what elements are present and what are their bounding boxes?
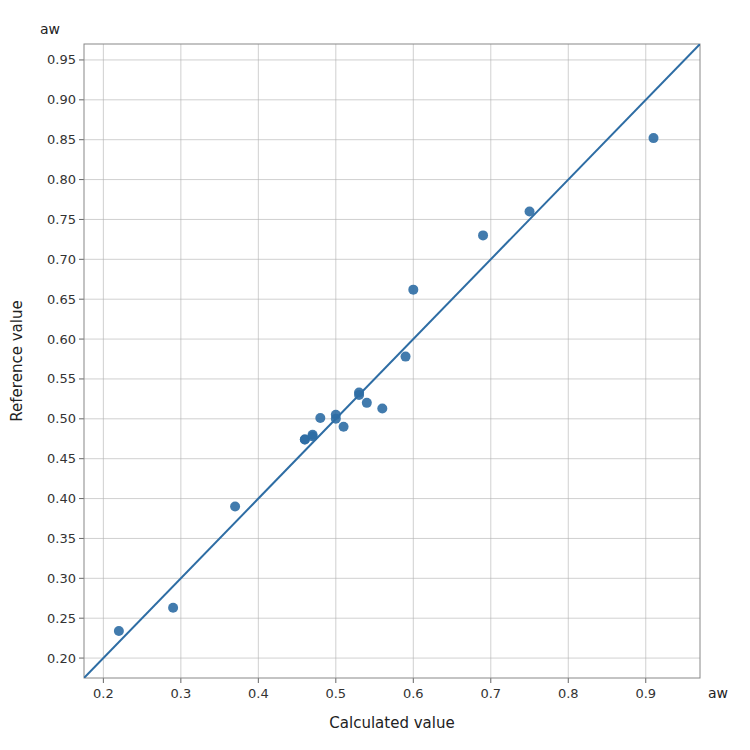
x-unit-annotation: aw xyxy=(708,685,728,701)
grid-line-y xyxy=(84,339,700,340)
tick-x xyxy=(413,678,414,683)
tick-y xyxy=(79,299,84,300)
tick-label-x: 0.9 xyxy=(635,686,656,701)
tick-y xyxy=(79,418,84,419)
tick-label-y: 0.75 xyxy=(47,212,76,227)
scatter-point xyxy=(168,603,178,613)
tick-label-x: 0.2 xyxy=(93,686,114,701)
grid xyxy=(84,44,700,678)
scatter-point xyxy=(525,206,535,216)
tick-label-x: 0.6 xyxy=(403,686,424,701)
tick-label-y: 0.90 xyxy=(47,92,76,107)
scatter-point xyxy=(331,410,341,420)
y-axis-label: Reference value xyxy=(8,300,26,421)
tick-x xyxy=(258,678,259,683)
background xyxy=(0,0,750,750)
tick-label-x: 0.4 xyxy=(248,686,269,701)
tick-y xyxy=(79,179,84,180)
tick-label-x: 0.5 xyxy=(325,686,346,701)
grid-line-y xyxy=(84,299,700,300)
scatter-point xyxy=(649,133,659,143)
tick-label-y: 0.60 xyxy=(47,332,76,347)
tick-label-y: 0.55 xyxy=(47,371,76,386)
scatter-point xyxy=(354,388,364,398)
tick-label-y: 0.95 xyxy=(47,52,76,67)
tick-x xyxy=(103,678,104,683)
grid-line-x xyxy=(413,44,414,678)
grid-line-x xyxy=(645,44,646,678)
tick-label-y: 0.70 xyxy=(47,252,76,267)
grid-line-x xyxy=(490,44,491,678)
chart: 0.2 0.3 0.4 0.5 0.6 0.7 0.8 0.9 0.20 0.25 0.30 0.35… xyxy=(0,0,750,750)
tick-y xyxy=(79,59,84,60)
tick-y xyxy=(79,458,84,459)
scatter-point xyxy=(401,352,411,362)
tick-y xyxy=(79,658,84,659)
grid-line-y xyxy=(84,99,700,100)
grid-line-x xyxy=(568,44,569,678)
tick-y xyxy=(79,259,84,260)
chart-container: 0.2 0.3 0.4 0.5 0.6 0.7 0.8 0.9 0.20 0.25 0.30 0.35… xyxy=(0,0,750,750)
scatter-point xyxy=(377,403,387,413)
tick-label-y: 0.35 xyxy=(47,531,76,546)
tick-x xyxy=(645,678,646,683)
tick-y xyxy=(79,538,84,539)
grid-line-y xyxy=(84,618,700,619)
x-axis-label: Calculated value xyxy=(329,714,454,732)
tick-y xyxy=(79,378,84,379)
tick-label-y: 0.85 xyxy=(47,132,76,147)
grid-line-y xyxy=(84,658,700,659)
scatter-point xyxy=(114,626,124,636)
tick-x xyxy=(180,678,181,683)
marks xyxy=(84,44,700,678)
grid-line-y xyxy=(84,578,700,579)
grid-line-y xyxy=(84,59,700,60)
tick-label-x: 0.3 xyxy=(171,686,192,701)
grid-line-y xyxy=(84,219,700,220)
tick-label-x: 0.7 xyxy=(480,686,501,701)
grid-line-y xyxy=(84,378,700,379)
grid-line-x xyxy=(180,44,181,678)
tick-y xyxy=(79,339,84,340)
tick-x xyxy=(568,678,569,683)
tick-y xyxy=(79,99,84,100)
scatter-point xyxy=(308,430,318,440)
scatter-point xyxy=(315,413,325,423)
identity-line xyxy=(84,44,700,678)
y-unit-annotation: aw xyxy=(40,21,60,37)
grid-line-x xyxy=(258,44,259,678)
scatter-point xyxy=(362,398,372,408)
axes: 0.2 0.3 0.4 0.5 0.6 0.7 0.8 0.9 0.20 0.25 0.30 0.35… xyxy=(47,44,700,701)
grid-line-y xyxy=(84,259,700,260)
tick-label-y: 0.65 xyxy=(47,292,76,307)
tick-y xyxy=(79,618,84,619)
tick-y xyxy=(79,219,84,220)
grid-line-y xyxy=(84,538,700,539)
tick-x xyxy=(490,678,491,683)
tick-label-y: 0.50 xyxy=(47,411,76,426)
scatter-point xyxy=(478,230,488,240)
grid-line-x xyxy=(335,44,336,678)
grid-line-y xyxy=(84,498,700,499)
tick-y xyxy=(79,498,84,499)
tick-label-y: 0.30 xyxy=(47,571,76,586)
plot-frame xyxy=(84,44,700,678)
grid-line-y xyxy=(84,418,700,419)
grid-line-y xyxy=(84,458,700,459)
tick-y xyxy=(79,578,84,579)
tick-y xyxy=(79,139,84,140)
tick-label-y: 0.45 xyxy=(47,451,76,466)
tick-label-x: 0.8 xyxy=(558,686,579,701)
grid-line-y xyxy=(84,179,700,180)
scatter-point xyxy=(339,422,349,432)
tick-x xyxy=(335,678,336,683)
tick-label-y: 0.20 xyxy=(47,651,76,666)
tick-label-y: 0.25 xyxy=(47,611,76,626)
grid-line-x xyxy=(103,44,104,678)
scatter-point xyxy=(230,502,240,512)
tick-label-y: 0.80 xyxy=(47,172,76,187)
scatter-point xyxy=(408,285,418,295)
tick-label-y: 0.40 xyxy=(47,491,76,506)
